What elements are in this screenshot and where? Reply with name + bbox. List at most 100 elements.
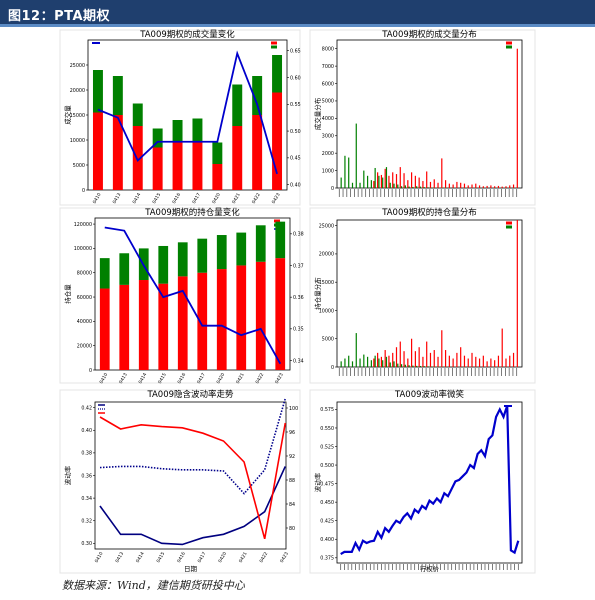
bar <box>236 232 247 266</box>
bar <box>374 355 376 367</box>
bar <box>359 182 361 188</box>
bar <box>442 187 444 188</box>
y-axis-label: 波动率 <box>63 465 72 485</box>
y-axis-label: 波动率 <box>313 472 322 492</box>
bar <box>437 182 439 188</box>
y-tick-label: 60000 <box>77 295 92 301</box>
plot-area <box>336 39 523 189</box>
bar <box>501 186 503 188</box>
bar <box>344 155 346 188</box>
bar <box>132 103 143 126</box>
bar <box>212 142 223 164</box>
bar <box>475 356 477 367</box>
series-line <box>340 405 520 556</box>
chart-open_interest_by_strike: TA009期权的持仓量分布 0 5000 10000 15000 20000 25000 持仓… <box>309 207 536 384</box>
bar <box>351 182 354 188</box>
bar <box>395 174 398 188</box>
bar <box>467 358 469 367</box>
bar <box>414 175 416 188</box>
bar <box>418 177 420 188</box>
bar <box>452 358 454 367</box>
y-tick-label: 0.450 <box>320 500 334 506</box>
bar <box>471 184 473 188</box>
bar <box>422 356 424 367</box>
x-tick-label: 0422 <box>251 192 262 205</box>
bar <box>512 352 515 367</box>
panel-frame <box>59 389 301 574</box>
bar <box>380 356 382 367</box>
y-tick-label: 15000 <box>319 280 334 286</box>
x-tick-label: 0415 <box>151 192 162 205</box>
bar <box>382 360 384 367</box>
series-line <box>97 50 278 175</box>
bar <box>486 185 488 188</box>
panel-frame <box>309 389 536 574</box>
y-tick-label: 0 <box>82 188 85 194</box>
bar <box>378 358 380 367</box>
bar <box>431 366 433 367</box>
bar <box>423 366 425 367</box>
bar <box>516 48 518 188</box>
y2-tick-label: 0.45 <box>290 156 301 162</box>
y-axis-label: 成交量 <box>63 105 72 125</box>
bar <box>366 175 369 188</box>
bar <box>427 187 429 188</box>
y-tick-label: 0.425 <box>320 519 334 525</box>
source-note: 数据来源：Wind，建信期货研投中心 <box>62 579 245 592</box>
bar <box>216 235 227 270</box>
bar <box>197 238 208 273</box>
bar <box>389 362 391 367</box>
chart-volatility_smile: TA009波动率微笑 0.375 0.400 0.425 0.450 0.475 0.500… <box>309 389 536 574</box>
bar <box>119 284 130 370</box>
y2-tick-label: 0.37 <box>293 263 304 269</box>
x-tick-label: 0416 <box>176 551 187 564</box>
bar <box>431 187 433 188</box>
bar <box>192 141 203 190</box>
bar <box>501 328 503 367</box>
bar <box>344 358 346 367</box>
bar <box>378 175 380 188</box>
bar <box>212 164 223 190</box>
x-tick-label: 0413 <box>118 372 129 385</box>
bar <box>403 173 405 188</box>
bar <box>463 355 466 367</box>
bar <box>400 364 403 367</box>
x-tick-label: 0414 <box>137 372 148 385</box>
bar <box>427 366 429 367</box>
bar <box>419 186 422 188</box>
bar <box>377 172 379 188</box>
x-tick-label: 0417 <box>191 192 202 205</box>
bar <box>433 179 435 188</box>
bar <box>509 185 511 188</box>
bar <box>478 358 481 367</box>
bar <box>177 276 188 370</box>
x-tick-label: 0413 <box>112 192 123 205</box>
x-tick-label: 0421 <box>231 192 242 205</box>
bar <box>99 288 110 370</box>
bar <box>370 180 372 188</box>
y-axis-label: 持仓量分布 <box>313 277 322 310</box>
y-tick-label: 6000 <box>322 81 334 87</box>
y-tick-label: 0 <box>89 368 92 374</box>
bar <box>385 167 388 188</box>
bar <box>348 157 350 188</box>
series-line <box>99 416 287 540</box>
bar <box>467 185 469 188</box>
bar <box>392 172 394 188</box>
y-tick-label: 10000 <box>319 308 334 314</box>
bar <box>441 158 443 188</box>
plot-area <box>336 219 523 368</box>
y2-tick-label: 0.36 <box>293 295 304 301</box>
bar <box>482 355 484 367</box>
panel-frame <box>309 29 536 206</box>
bar <box>419 365 422 367</box>
legend-swatch <box>506 221 512 225</box>
chart-volume_by_date: TA009期权的成交量变化 0 5000 10000 15000 20000 25000 成交… <box>59 29 301 206</box>
y-tick-label: 0.38 <box>81 451 92 457</box>
x-tick-label: 0416 <box>171 192 182 205</box>
y-tick-label: 15000 <box>70 113 85 119</box>
x-tick-label: 0421 <box>238 551 249 564</box>
bar <box>444 350 447 367</box>
bar <box>429 181 432 188</box>
legend-swatch <box>271 45 277 49</box>
